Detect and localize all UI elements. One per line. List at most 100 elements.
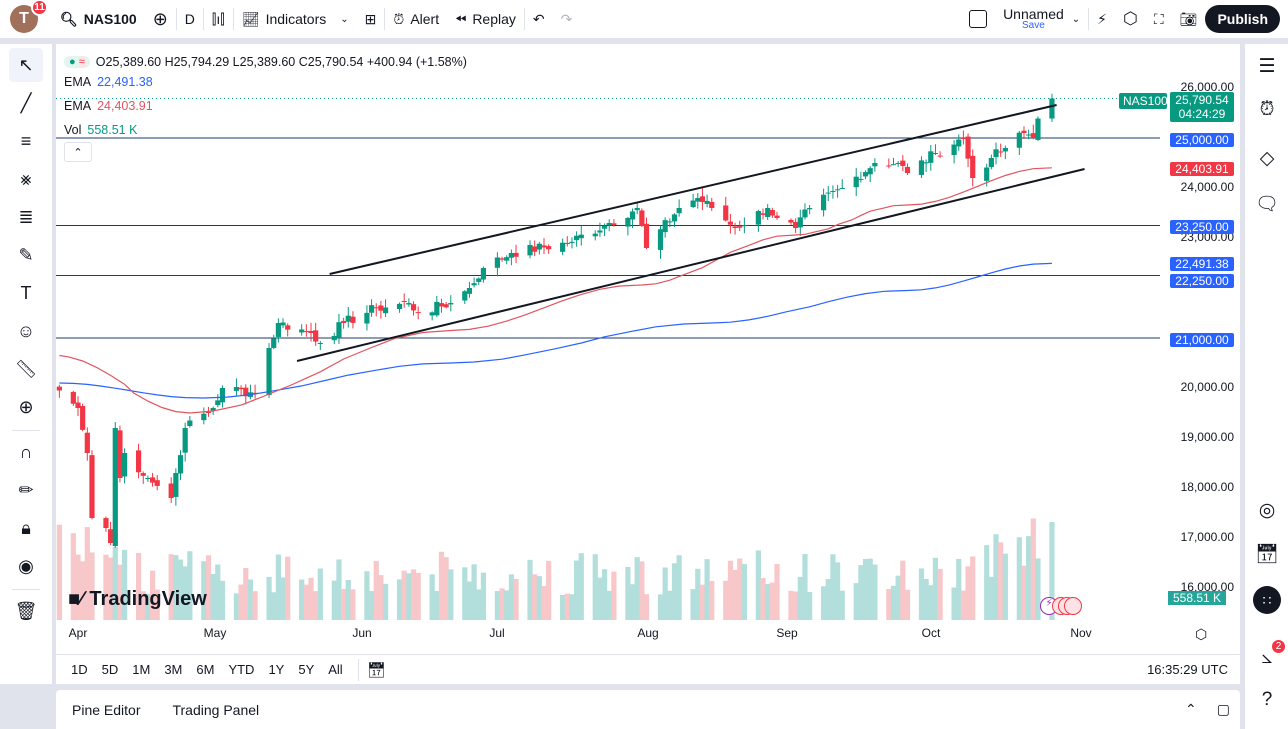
redo-button[interactable]: ↷ bbox=[553, 0, 581, 38]
publish-button[interactable]: Publish bbox=[1205, 5, 1280, 33]
layout-name[interactable]: Unnamed Save bbox=[1003, 6, 1064, 31]
interval-button[interactable]: D bbox=[184, 11, 195, 27]
indicators-button[interactable]: 📈︎ Indicators ⌄ bbox=[241, 10, 349, 28]
volume-bar bbox=[862, 559, 869, 620]
emoji-tool[interactable]: ☺ bbox=[9, 314, 43, 348]
candle-body bbox=[890, 164, 897, 166]
time-tick-label: Apr bbox=[68, 626, 88, 640]
alert-button[interactable]: ⏰︎ Alert bbox=[393, 10, 440, 28]
help-icon[interactable]: ? bbox=[1261, 689, 1273, 710]
maximize-panel-icon[interactable]: ▢ bbox=[1216, 701, 1230, 717]
hide-tool[interactable]: ◉ bbox=[9, 549, 43, 583]
ema-fast-label[interactable]: EMA bbox=[64, 99, 92, 113]
chart-pane[interactable] bbox=[56, 44, 1240, 684]
range-button-all[interactable]: All bbox=[328, 662, 343, 677]
candle-body bbox=[313, 330, 319, 342]
candle-body bbox=[862, 172, 869, 177]
quick-search-button[interactable]: ⚡︎ bbox=[1089, 0, 1115, 38]
candle-body bbox=[564, 242, 570, 244]
chevron-down-icon[interactable]: ⌄ bbox=[1071, 13, 1081, 25]
brush-tool[interactable]: ✎ bbox=[9, 238, 43, 272]
volume-bar bbox=[215, 564, 221, 620]
price-tick-label: 20,000.00 bbox=[1180, 380, 1234, 394]
pattern-tool[interactable]: ⨳ bbox=[9, 162, 43, 196]
candle-body bbox=[149, 477, 156, 483]
events-markers[interactable]: ⚡︎ bbox=[1040, 597, 1082, 615]
volume-bar bbox=[317, 568, 323, 620]
measure-tool[interactable]: 📏︎ bbox=[9, 352, 43, 386]
volume-bar bbox=[900, 560, 906, 620]
templates-button[interactable]: ⊞ bbox=[357, 0, 385, 38]
range-button-1d[interactable]: 1D bbox=[71, 662, 88, 677]
status-pill[interactable]: ● ≈ bbox=[64, 56, 90, 68]
chat-icon[interactable]: 🗨︎ bbox=[1254, 194, 1280, 215]
range-button-3m[interactable]: 3M bbox=[164, 662, 183, 677]
layers-icon[interactable]: ◇ bbox=[1259, 147, 1275, 169]
volume-bar bbox=[308, 577, 314, 620]
watchlist-icon[interactable]: ☰ bbox=[1258, 55, 1276, 77]
replay-button[interactable]: ⏪︎ Replay bbox=[455, 10, 516, 28]
apps-grid-icon[interactable]: ∷ bbox=[1253, 586, 1281, 614]
candle-body bbox=[89, 455, 95, 518]
volume-bar bbox=[313, 591, 319, 620]
ema-slow-label[interactable]: EMA bbox=[64, 75, 92, 89]
candle-body bbox=[480, 268, 487, 280]
candle-body bbox=[75, 402, 81, 408]
trendline-tool[interactable]: ╱ bbox=[9, 86, 43, 120]
drawing-mode-tool[interactable]: ✏ bbox=[9, 473, 43, 507]
volume-bar bbox=[578, 553, 584, 620]
chart-type-button[interactable]: ⫿ı⫿ bbox=[204, 0, 233, 38]
volume-bar bbox=[201, 561, 207, 620]
lock-tool[interactable]: 🔒︎ bbox=[9, 511, 43, 545]
range-button-1y[interactable]: 1Y bbox=[268, 662, 285, 677]
symbol-search[interactable]: 🔍︎ NAS100 bbox=[60, 10, 137, 28]
expand-panel-icon[interactable]: ⌃ bbox=[1185, 701, 1197, 717]
range-button-1m[interactable]: 1M bbox=[132, 662, 151, 677]
axis-settings-icon[interactable]: ⬡ bbox=[1195, 626, 1208, 642]
price-chart[interactable] bbox=[56, 44, 1160, 626]
avatar[interactable]: T 11 bbox=[10, 0, 48, 33]
undo-button[interactable]: ↶ bbox=[525, 0, 553, 38]
collapse-legend-button[interactable]: ⌃ bbox=[64, 142, 92, 162]
range-button-ytd[interactable]: YTD bbox=[228, 662, 255, 677]
candle-body bbox=[364, 312, 370, 324]
snapshot-button[interactable]: 📷︎ bbox=[1172, 0, 1206, 38]
signal-icon[interactable]: ⦣ 2 bbox=[1253, 638, 1287, 672]
candle-body bbox=[331, 335, 337, 341]
target-icon[interactable]: ◎ bbox=[1258, 499, 1276, 521]
compare-symbol-button[interactable]: ⊕ bbox=[145, 0, 176, 38]
alarm-clock-icon[interactable]: ⏰︎ bbox=[1259, 99, 1275, 120]
calendar-icon[interactable]: 📅︎ bbox=[1254, 544, 1280, 565]
us-flag-event-icon[interactable] bbox=[1064, 597, 1082, 615]
volume-label[interactable]: Vol bbox=[64, 123, 82, 137]
volume-bar bbox=[821, 586, 827, 620]
fib-tool[interactable]: ≡ bbox=[9, 124, 43, 158]
candle-body bbox=[639, 210, 645, 227]
text-tool[interactable]: T bbox=[9, 276, 43, 310]
settings-button[interactable]: ⬡ bbox=[1115, 0, 1146, 38]
range-button-5y[interactable]: 5Y bbox=[298, 662, 315, 677]
volume-bar bbox=[601, 569, 608, 620]
range-button-5d[interactable]: 5D bbox=[101, 662, 119, 677]
tab-trading-panel[interactable]: Trading Panel bbox=[172, 701, 260, 718]
candle-body bbox=[737, 226, 743, 228]
range-button-6m[interactable]: 6M bbox=[196, 662, 215, 677]
magnet-tool[interactable]: ∩ bbox=[9, 435, 43, 469]
volume-bar bbox=[187, 551, 193, 620]
candle-body bbox=[760, 213, 766, 215]
remove-drawings-tool[interactable]: 🗑︎ bbox=[9, 594, 43, 628]
candle-body bbox=[117, 430, 123, 478]
price-tick-label: 19,000.00 bbox=[1180, 430, 1234, 444]
clock-timezone[interactable]: 16:35:29 UTC bbox=[1147, 662, 1228, 677]
fullscreen-button[interactable]: ⛶ bbox=[1146, 0, 1172, 38]
cursor-tool[interactable]: ↖ bbox=[9, 48, 43, 82]
candle-body bbox=[923, 162, 929, 164]
zoom-tool[interactable]: ⊕ bbox=[9, 390, 43, 424]
layout-button[interactable] bbox=[961, 0, 995, 38]
goto-date-icon[interactable]: 📅︎ bbox=[366, 661, 386, 679]
right-sidebar: ☰ ⏰︎ ◇ 🗨︎ ◎ 📅︎ ∷ ⦣ 2 ? bbox=[1245, 44, 1288, 729]
forecast-tool[interactable]: ≣ bbox=[9, 200, 43, 234]
tab-pine-editor[interactable]: Pine Editor bbox=[72, 701, 141, 718]
candle-body bbox=[410, 304, 417, 311]
candle-body bbox=[308, 330, 314, 333]
